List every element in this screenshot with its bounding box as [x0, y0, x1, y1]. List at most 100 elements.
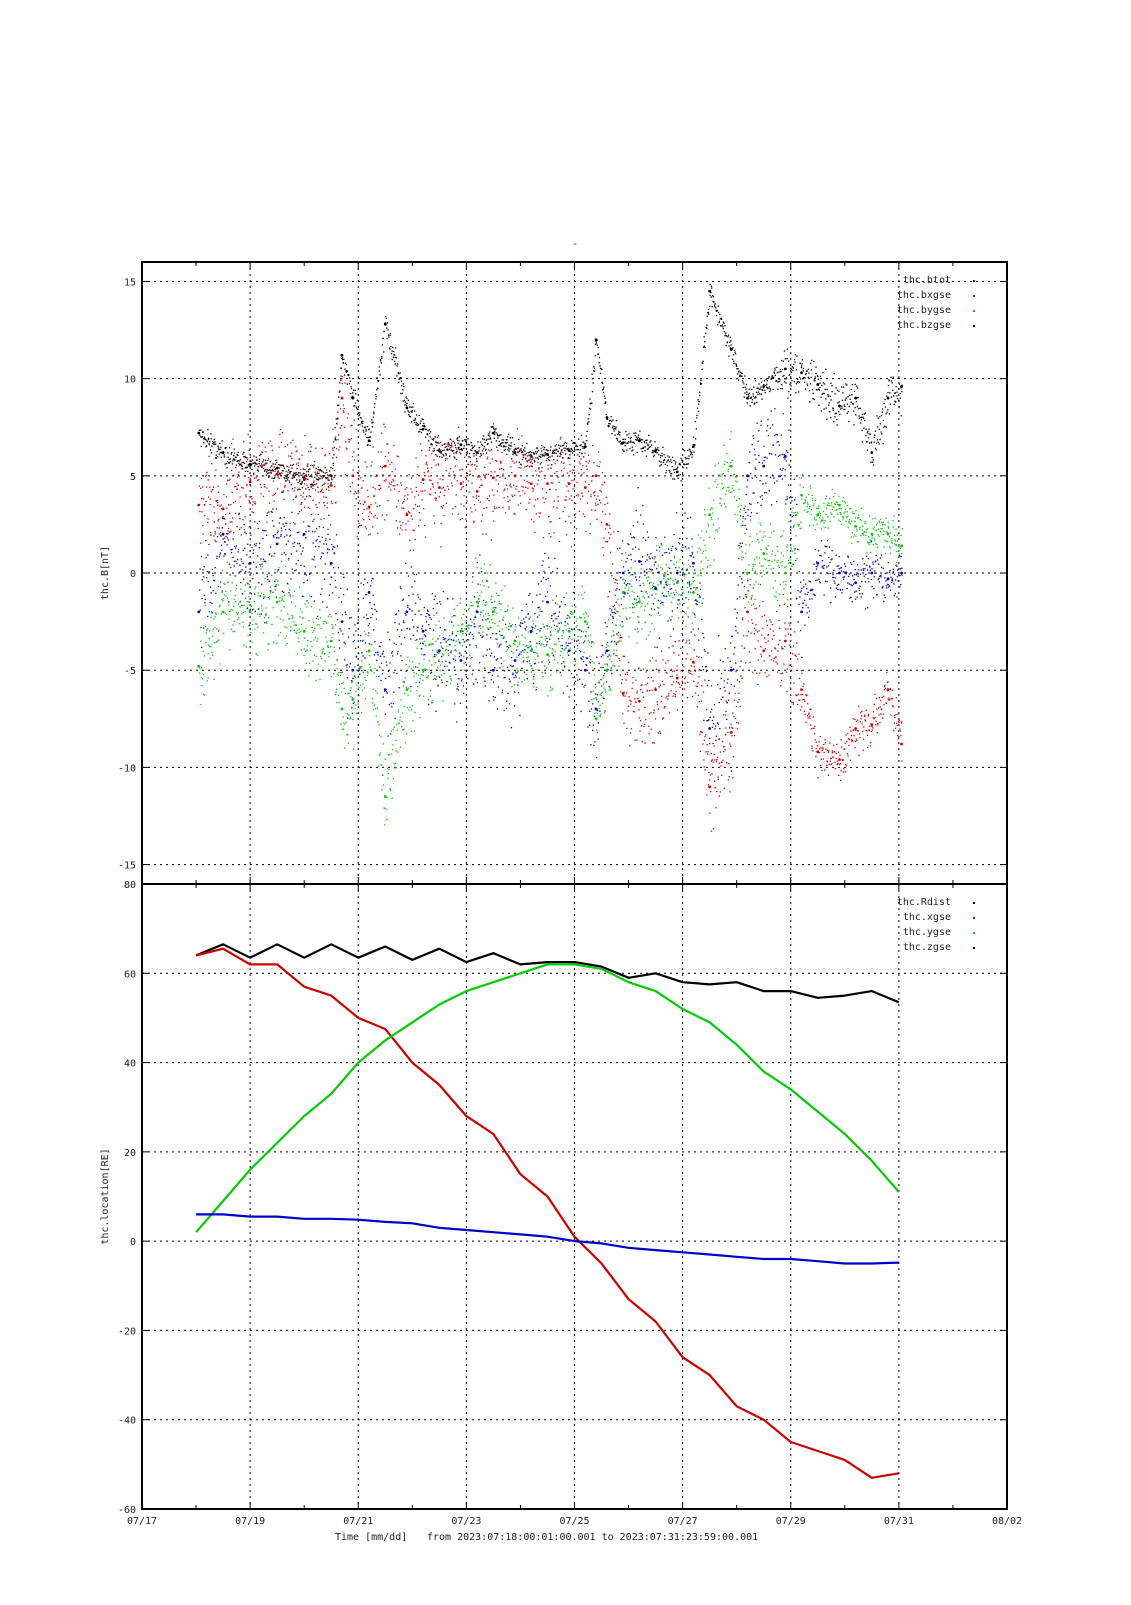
data-point	[518, 491, 519, 492]
data-point	[619, 434, 620, 435]
data-point	[763, 531, 764, 532]
data-point	[217, 446, 218, 447]
data-point	[216, 628, 217, 629]
data-point	[322, 478, 323, 479]
data-point	[378, 724, 379, 725]
data-point	[290, 456, 291, 457]
data-point	[899, 720, 900, 721]
data-point	[359, 525, 360, 526]
data-point	[290, 596, 291, 597]
data-point	[346, 364, 347, 365]
data-point	[677, 709, 678, 710]
data-point	[509, 508, 510, 509]
data-point	[662, 447, 663, 448]
data-point	[714, 306, 715, 307]
data-point	[575, 443, 576, 444]
data-point	[785, 635, 786, 636]
data-point	[721, 505, 722, 506]
data-point	[215, 443, 216, 444]
data-point	[451, 439, 452, 440]
data-point	[290, 626, 291, 627]
data-point	[685, 683, 686, 684]
data-point	[638, 437, 639, 438]
data-point	[238, 484, 239, 485]
y-tick-label: 15	[124, 277, 136, 288]
data-point	[398, 382, 399, 383]
data-point	[515, 488, 516, 489]
data-point	[327, 474, 328, 475]
data-point	[367, 496, 368, 497]
data-point	[671, 684, 672, 685]
data-point	[440, 665, 441, 666]
data-point	[723, 487, 724, 488]
data-point	[506, 484, 507, 485]
data-point	[534, 628, 535, 629]
data-point	[577, 446, 578, 447]
data-point	[537, 483, 538, 484]
data-point	[260, 493, 261, 494]
data-point	[245, 496, 246, 497]
data-point	[561, 635, 562, 636]
data-point	[488, 474, 489, 475]
data-point	[450, 676, 451, 677]
data-point	[451, 444, 452, 445]
data-point	[285, 480, 286, 481]
data-point	[680, 575, 681, 576]
data-point	[617, 599, 618, 600]
data-point	[292, 475, 293, 476]
data-point	[801, 363, 802, 364]
data-point	[251, 469, 252, 470]
data-point	[571, 440, 572, 441]
data-point	[630, 703, 631, 704]
data-point	[435, 497, 436, 498]
data-point	[361, 666, 362, 667]
data-point	[202, 678, 203, 679]
data-point	[697, 551, 698, 552]
data-point	[820, 765, 821, 766]
data-point	[756, 573, 757, 574]
data-point	[392, 485, 393, 486]
data-point	[388, 336, 389, 337]
data-point	[566, 629, 567, 630]
data-point	[561, 461, 562, 462]
data-point	[399, 379, 400, 380]
data-point	[825, 739, 826, 740]
data-point	[751, 598, 752, 599]
data-point	[276, 584, 277, 585]
data-point	[844, 404, 845, 405]
data-point	[671, 593, 672, 594]
data-point	[735, 718, 736, 719]
data-point	[646, 442, 647, 443]
data-point	[531, 519, 532, 520]
data-point	[867, 747, 868, 748]
data-point	[486, 601, 487, 602]
data-point	[676, 471, 679, 474]
data-point	[340, 408, 341, 409]
data-point	[395, 347, 396, 348]
data-point	[318, 467, 319, 468]
data-point	[607, 645, 608, 646]
data-point	[706, 744, 707, 745]
data-point	[573, 629, 574, 630]
data-point	[599, 708, 600, 709]
data-point	[481, 455, 482, 456]
data-point	[794, 381, 795, 382]
data-point	[568, 638, 569, 639]
data-point	[206, 630, 207, 631]
data-point	[567, 472, 568, 473]
data-point	[305, 603, 306, 604]
data-point	[769, 388, 770, 389]
data-point	[514, 684, 515, 685]
data-point	[223, 453, 224, 454]
data-point	[336, 418, 337, 419]
data-point	[808, 714, 809, 715]
data-point	[274, 569, 275, 570]
data-point	[650, 440, 651, 441]
data-point	[600, 502, 601, 503]
data-point	[602, 472, 603, 473]
data-point	[685, 658, 686, 659]
data-point	[456, 650, 457, 651]
data-point	[369, 437, 370, 438]
data-point	[680, 594, 681, 595]
data-point	[352, 719, 353, 720]
